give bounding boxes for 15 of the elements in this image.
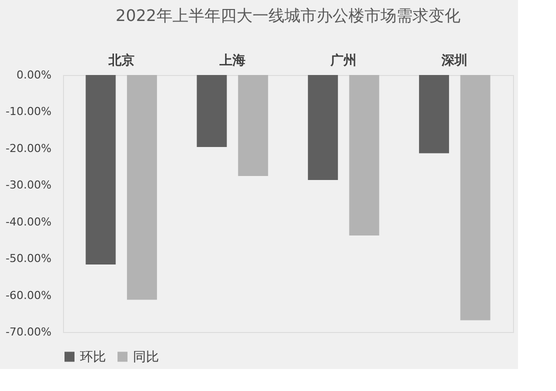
y-tick-label: 0.00% [16,68,52,82]
y-tick-label: -70.00% [6,326,52,338]
chart-title: 2022年上半年四大一线城市办公楼市场需求变化 [116,6,460,25]
x-tick-label: 深圳 [440,54,468,68]
x-tick-label: 广州 [330,52,357,68]
legend-label: 同比 [133,350,159,365]
y-tick-label: -50.00% [6,252,52,266]
x-tick-label: 北京 [107,52,134,68]
y-tick-label: -60.00% [6,288,52,302]
x-tick-label: 上海 [218,54,246,68]
legend-label: 环比 [80,350,106,365]
y-tick-label: -10.00% [6,105,52,118]
y-tick-label: -30.00% [6,178,52,192]
y-tick-label: -40.00% [6,215,52,228]
y-tick-label: -20.00% [6,142,52,155]
